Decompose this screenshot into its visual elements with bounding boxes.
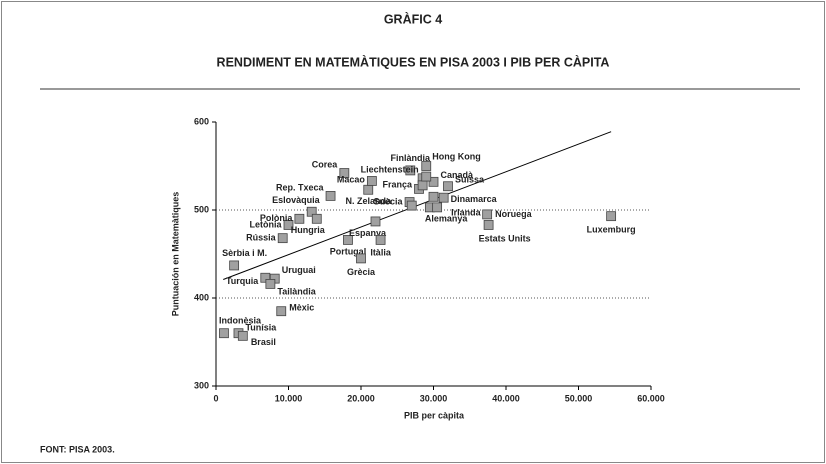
point-label: Hungria	[291, 225, 326, 235]
point-label: Canadà	[441, 170, 475, 180]
point	[417, 180, 428, 191]
point-label: Corea	[312, 159, 339, 169]
point	[366, 176, 377, 186]
point	[283, 220, 294, 230]
point-label: Hong Kong	[432, 151, 481, 161]
point	[229, 260, 240, 271]
point-label: Turquia	[226, 276, 259, 286]
point-label: Indonèsia	[219, 316, 262, 326]
point-label: Noruega	[495, 209, 533, 219]
point	[483, 220, 494, 230]
point	[311, 213, 322, 224]
chart-title: RENDIMENT EN MATEMÀTIQUES EN PISA 2003 I…	[217, 54, 610, 69]
point-label: Suïssa	[455, 175, 485, 185]
point	[428, 176, 439, 187]
point-label: Tunísia	[245, 323, 277, 333]
chart-heading: GRÀFIC 4	[384, 11, 442, 26]
point-label: Polònia	[260, 213, 293, 223]
point	[265, 279, 276, 289]
x-tick-label: 10.000	[275, 393, 303, 403]
point-label: Grècia	[347, 267, 376, 277]
point-label: Itàlia	[370, 247, 392, 257]
point	[370, 216, 381, 227]
point-label: Alemanya	[425, 214, 469, 224]
x-tick-label: 20.000	[347, 393, 375, 403]
point	[277, 233, 288, 244]
y-tick-label: 400	[194, 292, 209, 302]
y-tick-label: 300	[194, 380, 209, 390]
point	[237, 330, 248, 341]
point-label: Irlanda	[451, 208, 482, 218]
point-label: Sèrbia i M.	[222, 248, 267, 258]
point-label: Rússia	[246, 233, 277, 243]
point	[363, 184, 374, 195]
point-label: Letònia	[249, 219, 282, 229]
point-label: Finlàndia	[391, 153, 431, 163]
y-axis-label: Puntuación en Matemàtiques	[170, 192, 180, 317]
point	[260, 272, 271, 283]
point	[432, 202, 443, 213]
point	[428, 191, 439, 202]
point	[606, 211, 617, 222]
point-label: Rep. Txeca	[276, 182, 325, 192]
point-label: Mèxic	[289, 303, 314, 313]
point	[438, 192, 449, 203]
point	[306, 206, 317, 217]
point	[443, 181, 453, 192]
point	[356, 253, 366, 264]
point-label: Portugal	[330, 246, 367, 256]
point-label: N. Zelanda	[345, 196, 392, 206]
x-tick-label: 0	[213, 393, 218, 403]
point	[219, 328, 229, 339]
point-label: Brasil	[251, 337, 276, 347]
point-label: Macao	[337, 174, 366, 184]
source-note: FONT: PISA 2003.	[40, 444, 115, 454]
x-tick-label: 30.000	[420, 393, 448, 403]
point-label: Luxemburg	[587, 225, 636, 235]
point-label: Espanya	[349, 228, 387, 238]
point	[294, 213, 305, 224]
point-label: Uruguai	[282, 265, 316, 275]
y-tick-label: 600	[194, 116, 209, 126]
point-label: Liechtenstein	[361, 165, 419, 175]
x-axis-label: PIB per càpita	[404, 410, 465, 420]
point	[421, 161, 432, 171]
point	[405, 165, 416, 176]
point-label: Suècia	[374, 196, 404, 206]
y-tick-label: 500	[194, 204, 209, 214]
point	[339, 168, 350, 178]
x-tick-label: 40.000	[492, 393, 520, 403]
point	[343, 235, 353, 245]
point-label: Tailàndia	[277, 286, 316, 296]
point-label: Estats Units	[479, 233, 531, 243]
point	[325, 191, 336, 201]
point	[406, 200, 417, 211]
point	[375, 235, 386, 245]
point	[421, 171, 432, 182]
point	[276, 306, 287, 317]
x-tick-label: 60.000	[637, 393, 665, 403]
point	[482, 209, 493, 220]
point-label: França	[382, 179, 413, 189]
trend-line	[223, 131, 612, 280]
x-tick-label: 50.000	[565, 393, 593, 403]
point-label: Dinamarca	[451, 194, 498, 204]
point-label: Eslovàquia	[272, 195, 321, 205]
